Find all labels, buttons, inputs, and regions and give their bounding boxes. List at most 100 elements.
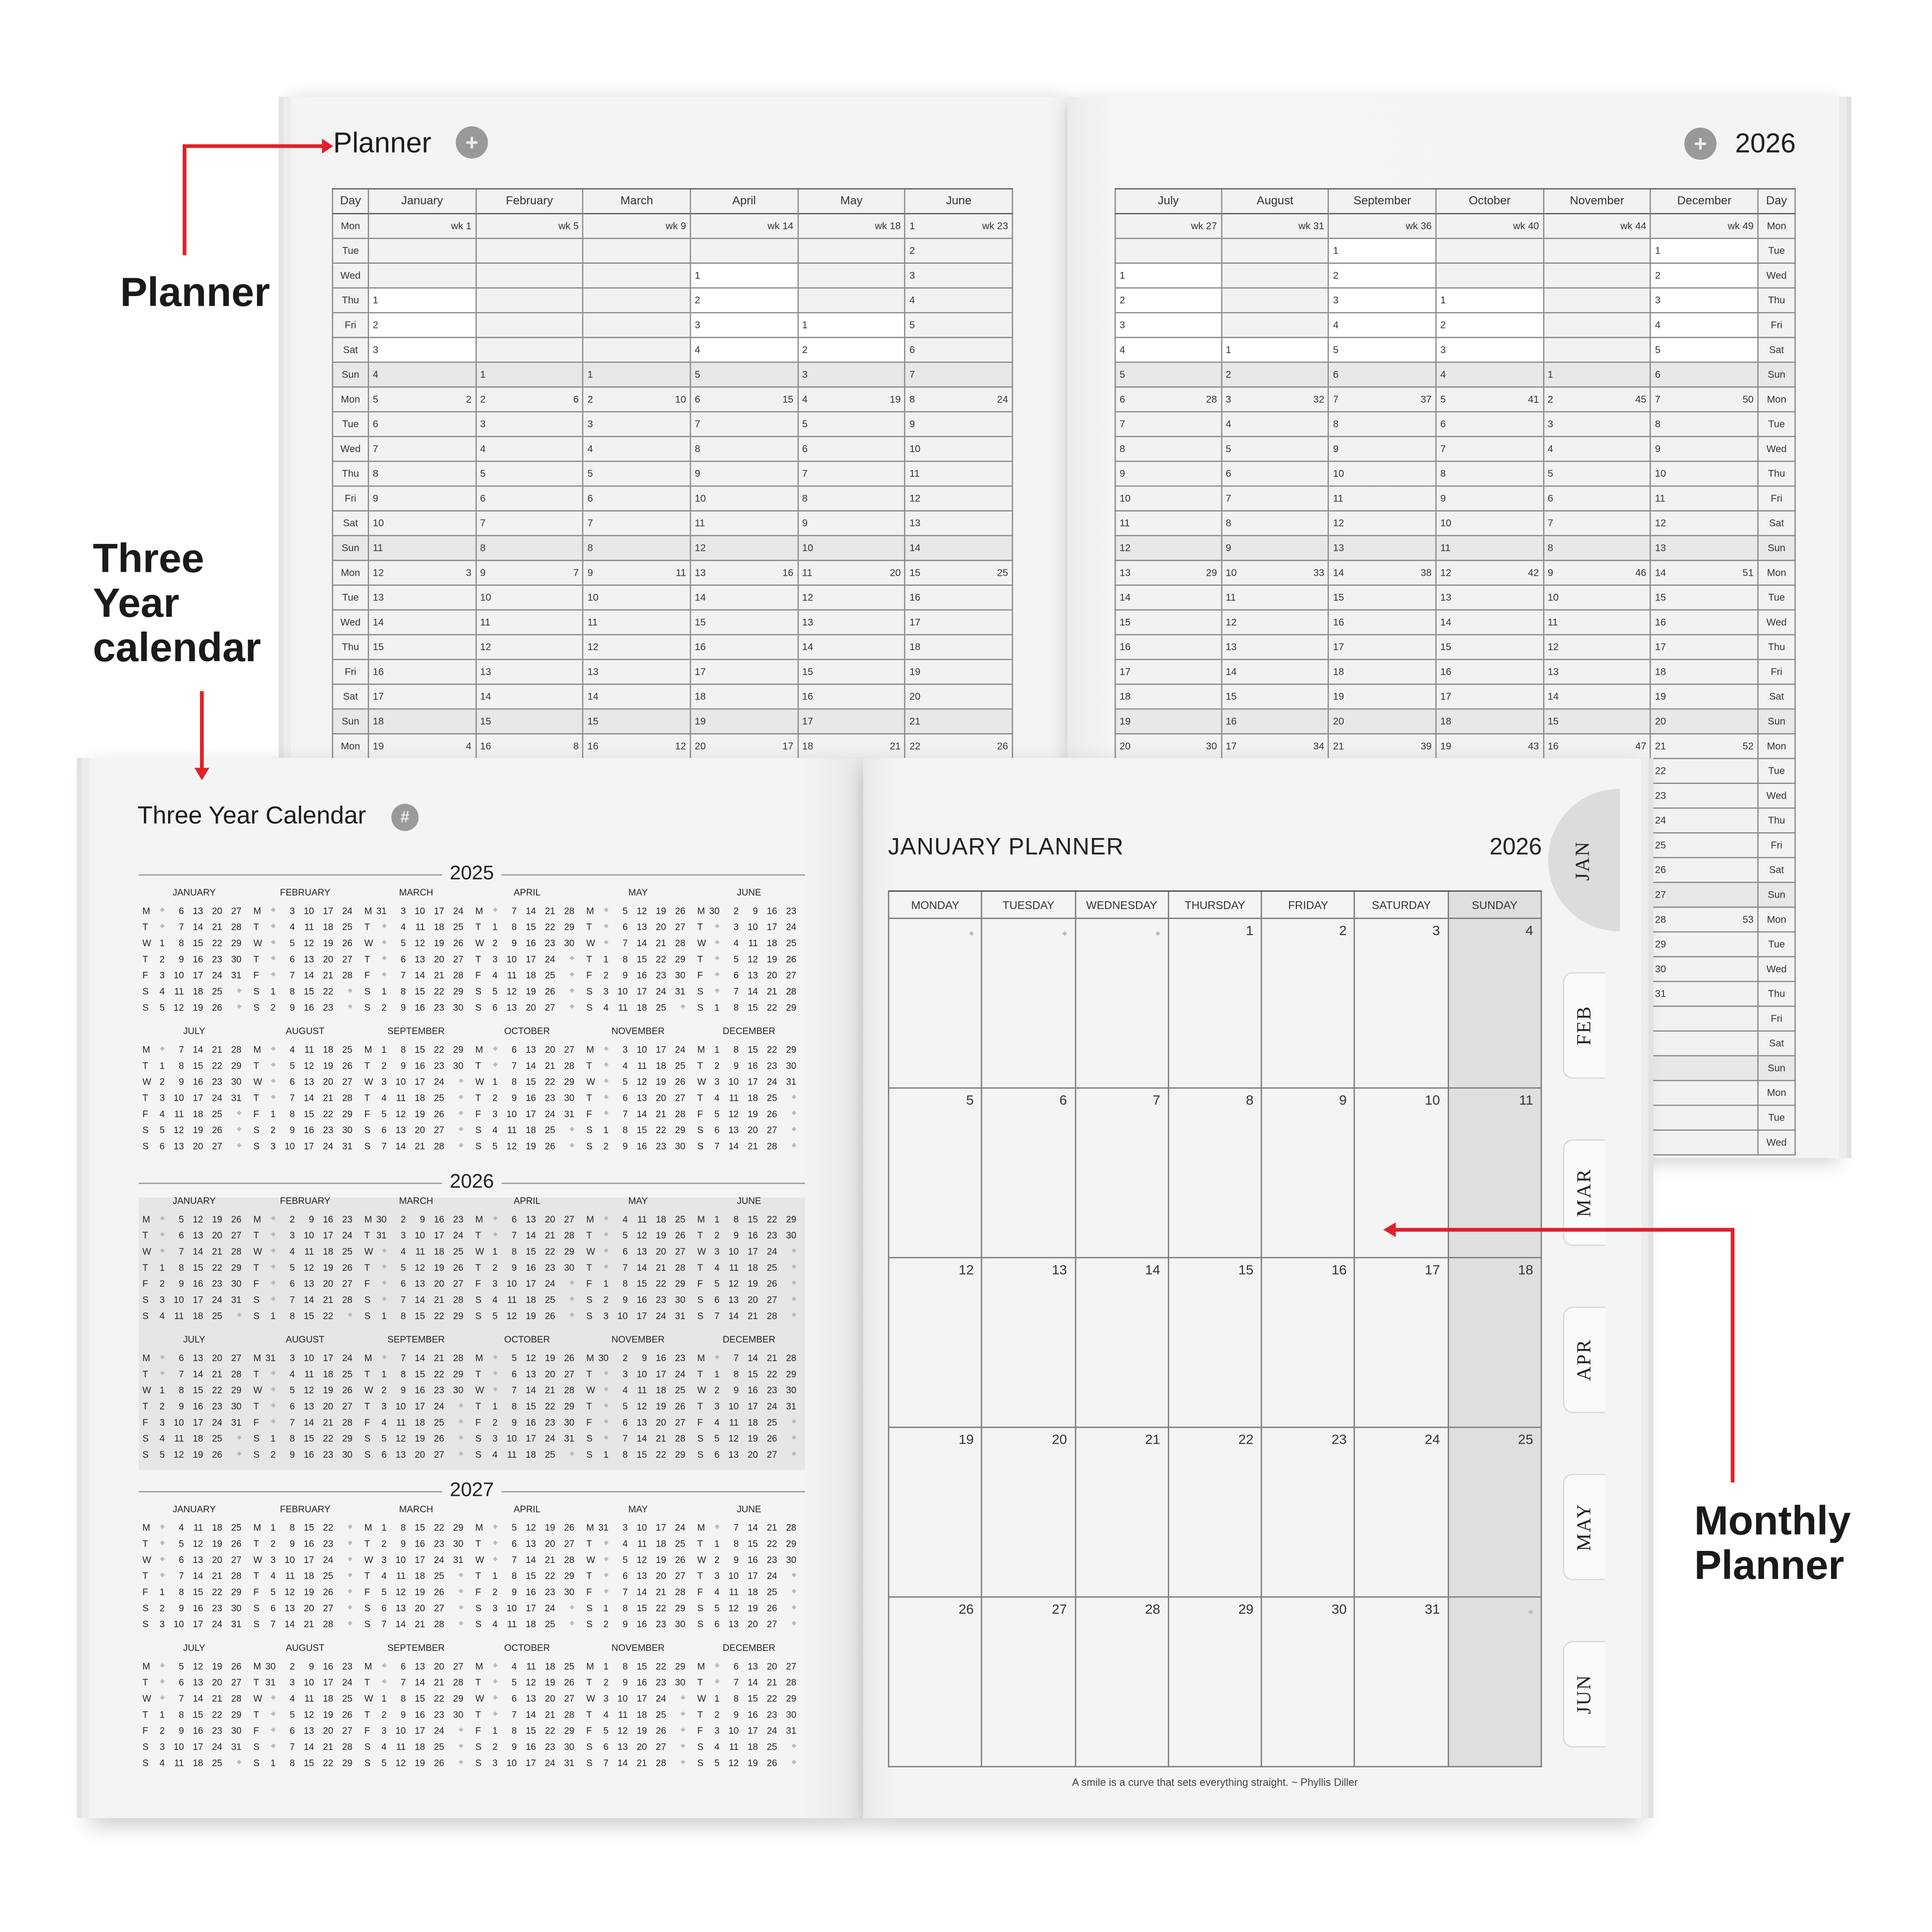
day-cell[interactable]: 16 (691, 635, 798, 660)
day-cell[interactable]: 15 (691, 611, 798, 636)
day-cell[interactable]: wk 5 (476, 214, 584, 239)
day-cell[interactable]: 9 11 (583, 561, 691, 586)
day-cell[interactable] (369, 264, 477, 289)
day-cell[interactable]: 2 10 (583, 387, 691, 412)
day-cell[interactable]: 6 (369, 412, 477, 438)
day-cell[interactable]: 5 (691, 363, 798, 388)
day-cell[interactable]: 5 (583, 462, 691, 487)
day-cell[interactable]: 3 (691, 313, 798, 338)
day-cell[interactable]: 9 (691, 462, 798, 487)
day-cell[interactable]: 20 (906, 684, 1013, 710)
day-cell[interactable]: wk 9 (583, 214, 691, 239)
day-cell[interactable]: 8 (476, 536, 584, 561)
day-cell[interactable]: 14 (583, 684, 691, 710)
day-cell[interactable]: 17 (369, 684, 477, 710)
day-cell[interactable]: 12 (798, 585, 906, 611)
day-cell[interactable]: 1 (798, 313, 906, 338)
day-cell[interactable]: 14 (906, 536, 1013, 561)
day-cell[interactable]: 15 (369, 635, 477, 660)
day-cell[interactable]: 12 (476, 635, 584, 660)
day-cell[interactable]: 10 (691, 486, 798, 511)
day-cell[interactable]: 4 (583, 437, 691, 462)
day-cell[interactable]: 13 (798, 611, 906, 636)
day-cell[interactable] (583, 313, 691, 338)
day-cell[interactable] (476, 338, 584, 363)
day-cell[interactable]: 4 (691, 338, 798, 363)
day-cell[interactable]: 3 (906, 264, 1013, 289)
day-cell[interactable]: 10 (369, 511, 477, 537)
day-cell[interactable]: 5 (906, 313, 1013, 338)
day-cell[interactable]: 2 (369, 313, 477, 338)
day-cell[interactable]: 17 (691, 660, 798, 685)
day-cell[interactable]: 7 (369, 437, 477, 462)
day-cell[interactable]: 1 (583, 363, 691, 388)
day-cell[interactable]: 10 (476, 585, 584, 611)
day-cell[interactable]: 17 (906, 611, 1013, 636)
day-cell[interactable] (583, 264, 691, 289)
day-cell[interactable]: 8 (798, 486, 906, 511)
day-cell[interactable] (798, 288, 906, 313)
day-cell[interactable]: 18 (691, 684, 798, 710)
day-cell[interactable]: 12 (906, 486, 1013, 511)
day-cell[interactable]: 12 (691, 536, 798, 561)
day-cell[interactable]: 2 (906, 239, 1013, 264)
day-cell[interactable]: 12 (583, 635, 691, 660)
day-cell[interactable]: 10 (798, 536, 906, 561)
day-cell[interactable]: 6 (583, 486, 691, 511)
day-cell[interactable]: 3 (798, 363, 906, 388)
day-cell[interactable] (583, 288, 691, 313)
day-cell[interactable]: 4 (369, 363, 477, 388)
day-cell[interactable]: 4 (476, 437, 584, 462)
day-cell[interactable]: 3 (369, 338, 477, 363)
day-cell[interactable] (798, 264, 906, 289)
day-cell[interactable]: 11 (583, 611, 691, 636)
day-cell[interactable]: 6 (476, 486, 584, 511)
day-cell[interactable]: 9 (906, 412, 1013, 438)
day-cell[interactable]: 1 (691, 264, 798, 289)
day-cell[interactable]: 16 (906, 585, 1013, 611)
day-cell[interactable]: 4 (906, 288, 1013, 313)
day-cell[interactable] (691, 239, 798, 264)
day-cell[interactable] (476, 264, 584, 289)
day-cell[interactable]: 14 (476, 684, 584, 710)
day-cell[interactable]: 3 (476, 412, 584, 438)
day-cell[interactable]: 13 16 (691, 561, 798, 586)
day-cell[interactable]: wk 18 (798, 214, 906, 239)
day-cell[interactable]: 11 20 (798, 561, 906, 586)
day-cell[interactable]: 12 3 (369, 561, 477, 586)
day-cell[interactable]: 7 (583, 511, 691, 537)
day-cell[interactable]: 1 wk 23 (906, 214, 1013, 239)
day-cell[interactable]: 3 (583, 412, 691, 438)
day-cell[interactable]: 7 (476, 511, 584, 537)
day-cell[interactable]: 8 (369, 462, 477, 487)
day-cell[interactable]: 16 (369, 660, 477, 685)
day-cell[interactable]: 7 (798, 462, 906, 487)
day-cell[interactable]: 2 (798, 338, 906, 363)
day-cell[interactable]: 6 (906, 338, 1013, 363)
day-cell[interactable]: 11 (369, 536, 477, 561)
day-cell[interactable]: 11 (906, 462, 1013, 487)
day-cell[interactable]: wk 1 (369, 214, 477, 239)
day-cell[interactable]: 11 (476, 611, 584, 636)
day-cell[interactable] (798, 239, 906, 264)
day-cell[interactable]: 16 (798, 684, 906, 710)
day-cell[interactable]: 13 (369, 585, 477, 611)
day-cell[interactable]: 8 24 (906, 387, 1013, 412)
day-cell[interactable]: 14 (369, 611, 477, 636)
day-cell[interactable] (583, 239, 691, 264)
day-cell[interactable]: 10 (906, 437, 1013, 462)
day-cell[interactable]: 5 (798, 412, 906, 438)
day-cell[interactable]: 9 (369, 486, 477, 511)
day-cell[interactable]: 8 (583, 536, 691, 561)
day-cell[interactable]: 10 (583, 585, 691, 611)
day-cell[interactable]: 18 (906, 635, 1013, 660)
day-cell[interactable]: 1 (476, 363, 584, 388)
day-cell[interactable]: 13 (906, 511, 1013, 537)
day-cell[interactable] (476, 313, 584, 338)
day-cell[interactable]: 13 (583, 660, 691, 685)
day-cell[interactable]: 7 (691, 412, 798, 438)
day-cell[interactable] (476, 239, 584, 264)
day-cell[interactable]: 4 19 (798, 387, 906, 412)
